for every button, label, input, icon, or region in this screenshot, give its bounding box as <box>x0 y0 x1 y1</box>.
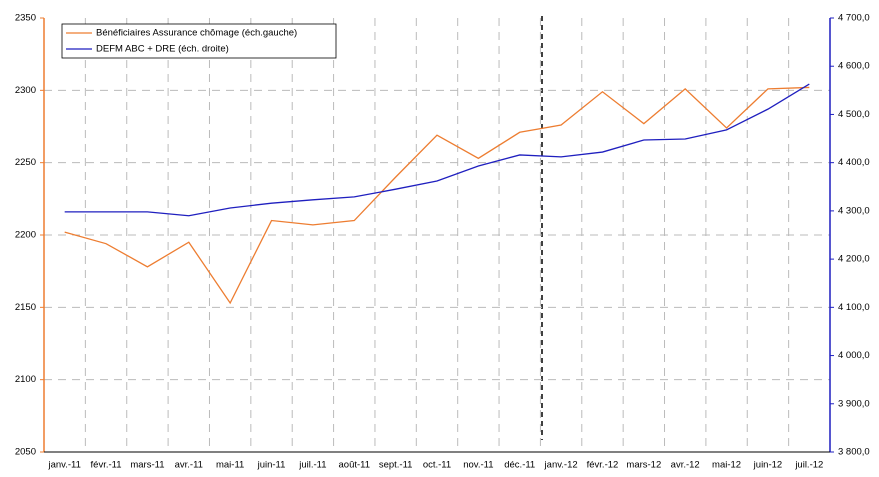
y2-tick-label: 4 700,0 <box>838 13 870 24</box>
y2-tick-label: 4 000,0 <box>838 350 870 361</box>
x-tick-label: oct.-11 <box>423 460 451 471</box>
x-tick-label: nov.-11 <box>463 460 493 471</box>
y2-tick-label: 4 600,0 <box>838 61 870 72</box>
y-tick-label: 2200 <box>15 230 36 241</box>
x-tick-label: déc.-11 <box>504 460 535 471</box>
x-tick-label: juil.-12 <box>794 460 823 471</box>
y2-tick-label: 4 200,0 <box>838 254 870 265</box>
x-tick-label: janv.-11 <box>47 460 80 471</box>
x-tick-label: janv.-12 <box>544 460 578 471</box>
x-tick-label: août-11 <box>339 460 371 471</box>
series-line <box>64 83 810 217</box>
y2-tick-label: 3 800,0 <box>838 447 870 458</box>
x-tick-label: mars-12 <box>626 460 661 471</box>
y2-tick-label: 3 900,0 <box>838 398 870 409</box>
y-tick-label: 2300 <box>15 85 36 96</box>
legend-box <box>61 23 337 59</box>
x-tick-label: avr.-11 <box>175 460 203 471</box>
y-tick-label: 2100 <box>15 374 36 385</box>
y-tick-label: 2150 <box>15 302 36 313</box>
x-tick-label: avr.-12 <box>671 460 700 471</box>
x-tick-label: mars-11 <box>130 460 164 471</box>
x-tick-label: févr.-12 <box>587 460 619 471</box>
y2-tick-label: 4 500,0 <box>838 109 870 120</box>
y-tick-label: 2250 <box>15 157 36 168</box>
x-tick-label: févr.-11 <box>91 460 122 471</box>
y2-tick-label: 4 100,0 <box>838 302 870 313</box>
x-tick-label: juil.-11 <box>298 460 326 471</box>
series-line <box>64 86 810 305</box>
x-tick-label: juin-11 <box>257 460 286 471</box>
y-tick-label: 2350 <box>15 13 36 24</box>
x-tick-label: sept.-11 <box>379 460 413 471</box>
y-tick-label: 2050 <box>15 447 36 458</box>
legend-label: DEFM ABC + DRE (éch. droite) <box>96 44 229 55</box>
x-tick-label: juin-12 <box>753 460 783 471</box>
legend-label: Bénéficiaires Assurance chômage (éch.gau… <box>96 28 297 39</box>
y2-tick-label: 4 300,0 <box>838 205 870 216</box>
x-tick-label: mai-11 <box>216 460 244 471</box>
y2-tick-label: 4 400,0 <box>838 157 870 168</box>
x-tick-label: mai-12 <box>712 460 741 471</box>
